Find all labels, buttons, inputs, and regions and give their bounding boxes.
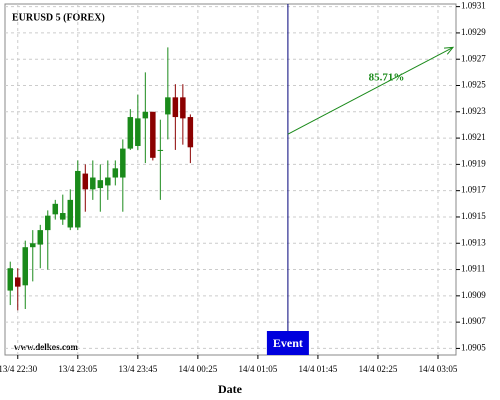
y-tick-label: 1.0929 (461, 27, 486, 37)
candle-body (67, 199, 74, 228)
y-tick-label: 1.0907 (461, 316, 486, 326)
y-tick-label: 1.0921 (461, 132, 486, 142)
projection-label: 85.71% (369, 71, 405, 83)
x-axis-label: Date (218, 382, 243, 396)
x-tick-label: 13/4 22:30 (0, 364, 38, 374)
y-tick-label: 1.0925 (461, 80, 486, 90)
event-label: Event (273, 336, 303, 350)
y-tick-label: 1.0931 (461, 1, 486, 11)
y-tick-label: 1.0905 (461, 342, 486, 352)
y-tick-label: 1.0911 (461, 264, 485, 274)
y-tick-label: 1.0917 (461, 185, 486, 195)
candle-body (180, 97, 186, 119)
candle-body (135, 118, 141, 146)
candle-body (52, 203, 59, 215)
event-box (266, 331, 309, 355)
x-tick-label: 14/4 00:25 (178, 364, 217, 374)
candle-body (7, 268, 14, 291)
candle-body (15, 277, 21, 287)
x-tick-label: 14/4 03:05 (419, 364, 458, 374)
x-tick-label: 13/4 23:05 (58, 364, 97, 374)
candle-body (75, 170, 81, 228)
y-tick-label: 1.0915 (461, 211, 486, 221)
candle-body (60, 213, 66, 220)
candle-body (127, 117, 134, 149)
watermark: www.delkos.com (14, 342, 79, 352)
candle-body (165, 97, 171, 115)
candle-body (82, 173, 89, 190)
arrow-head (443, 46, 455, 55)
y-tick-label: 1.0927 (461, 53, 486, 63)
chart-title: EURUSD 5 (FOREX) (12, 12, 105, 23)
projection-arrow (287, 46, 454, 135)
y-tick-label: 1.0919 (461, 158, 486, 168)
x-tick-label: 14/4 02:25 (359, 364, 398, 374)
x-tick-label: 13/4 23:45 (118, 364, 157, 374)
y-tick-label: 1.0913 (461, 237, 486, 247)
x-tick-label: 14/4 01:45 (299, 364, 338, 374)
candle-body (112, 168, 119, 178)
candle-body (97, 180, 104, 189)
candle-body (105, 177, 111, 186)
plot-frame (4, 3, 457, 356)
candle-body (172, 97, 179, 118)
candle-body (22, 247, 29, 286)
candle-body (45, 215, 51, 231)
candle-body (157, 149, 164, 151)
candle-body (142, 111, 149, 119)
y-tick-label: 1.0909 (461, 290, 486, 300)
candle-body (150, 111, 156, 158)
y-tick-label: 1.0923 (461, 106, 486, 116)
candle-body (30, 243, 36, 248)
candle-body (187, 117, 194, 148)
candle-body (90, 177, 96, 190)
x-tick-label: 14/4 01:05 (239, 364, 278, 374)
candle-body (37, 230, 44, 245)
candle-body (120, 148, 126, 178)
